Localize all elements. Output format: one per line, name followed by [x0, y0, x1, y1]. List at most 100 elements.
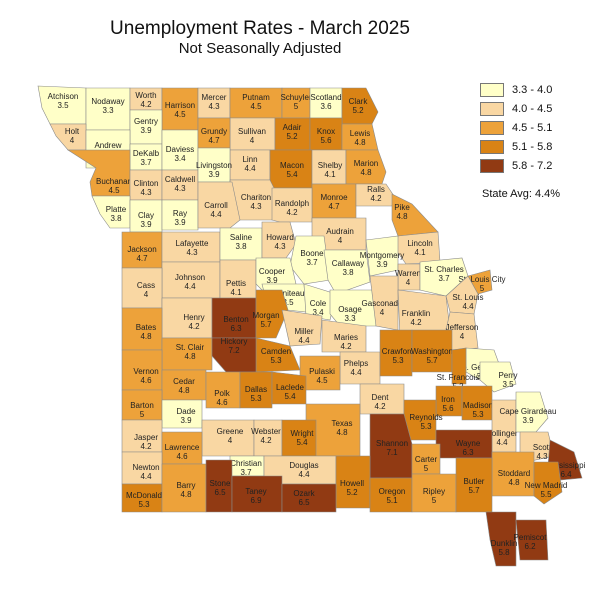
county-name: St. Charles: [424, 265, 464, 274]
county-name: Hickory: [221, 337, 248, 346]
legend-label: 5.1 - 5.8: [512, 140, 553, 153]
county-rate: 4.2: [410, 318, 422, 327]
county-shape: [515, 391, 549, 433]
county-shape: [485, 511, 517, 567]
county-name: Ozark: [293, 489, 315, 498]
county-name: Shannon: [376, 439, 408, 448]
county-rate: 6.3: [230, 324, 242, 333]
county-rate: 6.9: [250, 496, 262, 505]
county-rate: 4.2: [140, 100, 152, 109]
county-name: Washington: [411, 347, 453, 356]
county-name: Wright: [291, 429, 315, 438]
county-rate: 4.2: [286, 208, 298, 217]
county-shape: [445, 275, 479, 315]
county-rate: 4.3: [208, 102, 220, 111]
county-rate: 3.9: [180, 416, 192, 425]
county-name: St. Louis City: [458, 275, 505, 284]
county-name: Grundy: [201, 127, 227, 136]
legend-swatch: [480, 101, 504, 116]
county-name: Jackson: [127, 245, 156, 254]
county-name: Gentry: [134, 117, 158, 126]
legend-item: 5.1 - 5.8: [480, 137, 552, 156]
county-name: Scotland: [310, 93, 341, 102]
county-rate: 4.8: [184, 352, 196, 361]
county-name: Crawford: [382, 347, 414, 356]
county-rate: 3.7: [140, 158, 152, 167]
county-name: Miller: [294, 327, 313, 336]
county-name: Carter: [415, 455, 438, 464]
county-shape: [255, 289, 289, 339]
county-name: Pemiscot: [514, 533, 548, 542]
county-name: Polk: [214, 389, 231, 398]
county-rate: 4.8: [336, 428, 348, 437]
county-rate: 3.9: [266, 276, 278, 285]
legend-swatch: [480, 82, 504, 97]
county-rate: 4.3: [250, 202, 262, 211]
county-rate: 3.8: [235, 242, 247, 251]
county-rate: 5: [294, 102, 299, 111]
county-rate: 4.4: [140, 472, 152, 481]
county-rate: 5: [424, 464, 429, 473]
county-name: Pulaski: [309, 367, 335, 376]
county-name: Worth: [135, 91, 156, 100]
county-rate: 4.2: [374, 402, 386, 411]
county-rate: 3.7: [240, 468, 252, 477]
county-rate: 6.2: [524, 542, 536, 551]
county-name: Lawrence: [165, 443, 200, 452]
county-name: Howell: [340, 479, 364, 488]
county-shape: [281, 309, 323, 347]
county-name: Mississippi: [547, 461, 586, 470]
county-name: Lafayette: [176, 239, 209, 248]
county-rate: 4.3: [274, 242, 286, 251]
county-rate: 4: [460, 332, 465, 341]
legend-item: 3.3 - 4.0: [480, 80, 552, 99]
county-rate: 3.6: [320, 102, 332, 111]
legend-label: 4.0 - 4.5: [512, 102, 553, 115]
county-rate: 4.4: [298, 470, 310, 479]
county-name: DeKalb: [133, 149, 160, 158]
county-shape: [533, 461, 563, 505]
county-rate: 6.4: [560, 470, 572, 479]
map-title: Unemployment Rates - March 2025: [110, 18, 410, 39]
county-name: Benton: [223, 315, 248, 324]
legend-label: 3.3 - 4.0: [512, 83, 553, 96]
county-name: Monroe: [320, 193, 348, 202]
county-rate: 5.3: [270, 356, 282, 365]
county-rate: 3.5: [502, 380, 514, 389]
county-name: Randolph: [275, 199, 309, 208]
legend-item: 4.5 - 5.1: [480, 118, 552, 137]
county-rate: 5.5: [540, 490, 552, 499]
county-shape: [271, 187, 313, 223]
map-subtitle: Not Seasonally Adjusted: [178, 40, 342, 57]
county-rate: 3.3: [344, 314, 356, 323]
county-rate: 4.8: [180, 490, 192, 499]
county-shape: [379, 329, 413, 377]
county-name: Moniteau: [272, 289, 305, 298]
county-rate: 4.7: [208, 136, 220, 145]
county-name: Chariton: [241, 193, 271, 202]
county-name: Jasper: [134, 433, 158, 442]
county-rate: 4.2: [188, 322, 200, 331]
county-name: Platte: [106, 205, 127, 214]
county-rate: 4: [144, 290, 149, 299]
county-rate: 4.6: [140, 376, 152, 385]
county-rate: 5.2: [352, 106, 364, 115]
county-name: Christian: [230, 459, 262, 468]
